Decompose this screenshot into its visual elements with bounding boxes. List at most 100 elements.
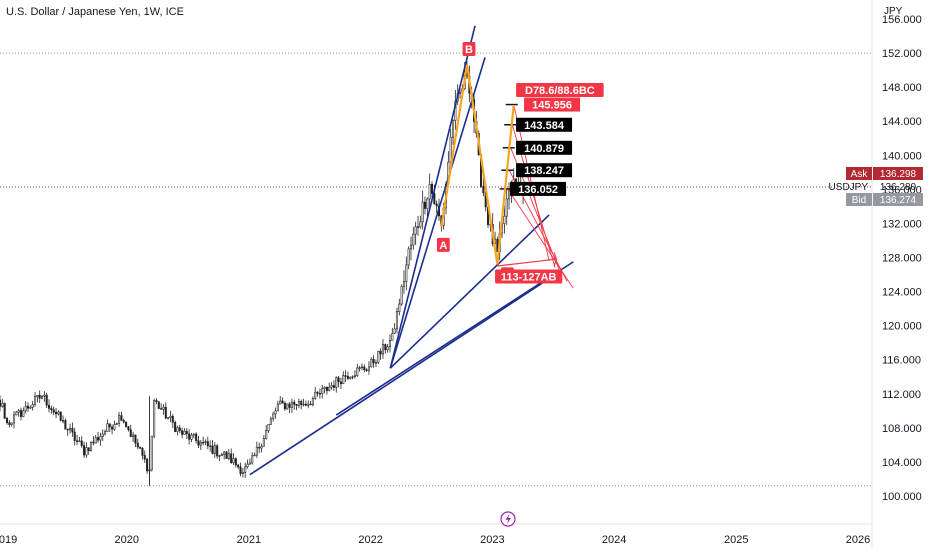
candle <box>129 424 132 438</box>
candle <box>379 348 382 360</box>
candle <box>38 390 41 403</box>
candle <box>106 419 109 432</box>
candle <box>73 427 76 446</box>
time-axis[interactable]: 2019 2020 2021 2022 2023 2024 2025 2026 <box>0 534 870 546</box>
trendline-upper[interactable] <box>389 214 550 369</box>
candle <box>496 236 499 252</box>
candle <box>377 350 380 365</box>
harmonic-zigzag[interactable] <box>440 64 515 265</box>
candle <box>204 439 207 445</box>
x-tick-label: 2022 <box>358 534 382 546</box>
candle <box>190 432 193 443</box>
abcd-zigzag-line[interactable] <box>440 64 515 265</box>
candle <box>146 457 149 474</box>
candle <box>351 375 354 380</box>
level-label: 145.956 <box>524 97 581 112</box>
candle <box>5 416 9 425</box>
lightning-icon[interactable] <box>500 511 516 527</box>
candle <box>150 435 153 472</box>
candle <box>8 419 11 428</box>
candle <box>262 435 265 447</box>
candle <box>398 298 401 316</box>
candle <box>267 423 270 433</box>
candle <box>0 395 2 412</box>
candle <box>99 432 102 446</box>
candle <box>304 400 307 407</box>
candle <box>414 221 417 245</box>
candle <box>176 425 179 436</box>
trendline-steep-1[interactable] <box>389 57 486 369</box>
candle <box>335 376 338 393</box>
trendline-steep-2[interactable] <box>389 25 476 369</box>
y-tick-label: 132.000 <box>882 218 922 230</box>
candle <box>174 420 177 433</box>
candle <box>283 401 286 411</box>
candle <box>94 434 97 444</box>
candle <box>428 173 431 210</box>
candle <box>108 423 111 433</box>
candle <box>164 402 167 420</box>
pattern-header-label: D78.6/88.6BC <box>516 82 604 97</box>
candle <box>143 450 146 463</box>
candle <box>171 414 174 429</box>
candle <box>237 463 240 470</box>
candle <box>31 400 34 411</box>
candle <box>71 422 74 437</box>
candle <box>220 452 223 456</box>
candle <box>328 382 331 392</box>
trendline-group[interactable] <box>249 25 574 476</box>
candle <box>85 442 88 458</box>
candle <box>248 458 251 465</box>
candle <box>209 440 212 452</box>
candle <box>323 386 326 394</box>
candle <box>353 370 356 379</box>
x-tick-label: 2019 <box>0 534 17 546</box>
candle <box>197 435 200 449</box>
candle <box>482 176 485 197</box>
candle <box>45 392 48 408</box>
candle <box>370 357 373 368</box>
candle <box>127 426 130 432</box>
arrow-head-icon <box>553 252 558 267</box>
candle <box>153 398 156 439</box>
candle <box>115 422 118 425</box>
candle <box>92 436 95 446</box>
trendline-long[interactable] <box>249 275 554 476</box>
candle <box>1 398 4 408</box>
candle <box>15 411 18 416</box>
candle <box>141 447 144 460</box>
candle <box>36 394 39 403</box>
pattern-range-label: 113-127AB <box>495 269 563 284</box>
candle <box>365 368 368 372</box>
candle <box>246 459 249 469</box>
svg-text:145.956: 145.956 <box>532 100 572 112</box>
candle <box>269 416 272 425</box>
candle <box>435 200 438 213</box>
candle <box>386 343 389 353</box>
bid-value: 136.274 <box>880 195 917 206</box>
price-axis[interactable]: 100.000 104.000 108.000 112.000 116.000 120.0… <box>882 14 922 503</box>
candle <box>290 398 293 413</box>
candle <box>360 363 363 371</box>
candle <box>276 400 279 412</box>
candle <box>384 343 387 354</box>
y-tick-label: 116.000 <box>882 355 921 367</box>
candle <box>195 432 198 444</box>
candle <box>281 397 284 404</box>
y-tick-label: 120.000 <box>882 321 922 333</box>
svg-text:A: A <box>439 240 447 252</box>
y-tick-label: 108.000 <box>882 423 922 435</box>
candle <box>162 404 165 415</box>
candle <box>295 404 298 411</box>
trendline-mid[interactable] <box>335 261 574 416</box>
y-tick-label: 124.000 <box>882 287 922 299</box>
candle <box>388 334 391 353</box>
x-tick-label: 2026 <box>846 534 870 546</box>
candle <box>286 403 289 410</box>
candle <box>104 429 107 436</box>
svg-text:143.584: 143.584 <box>524 120 565 132</box>
candle <box>62 415 65 424</box>
chart-title: U.S. Dollar / Japanese Yen, 1W, ICE <box>6 6 184 18</box>
candle <box>19 407 23 421</box>
